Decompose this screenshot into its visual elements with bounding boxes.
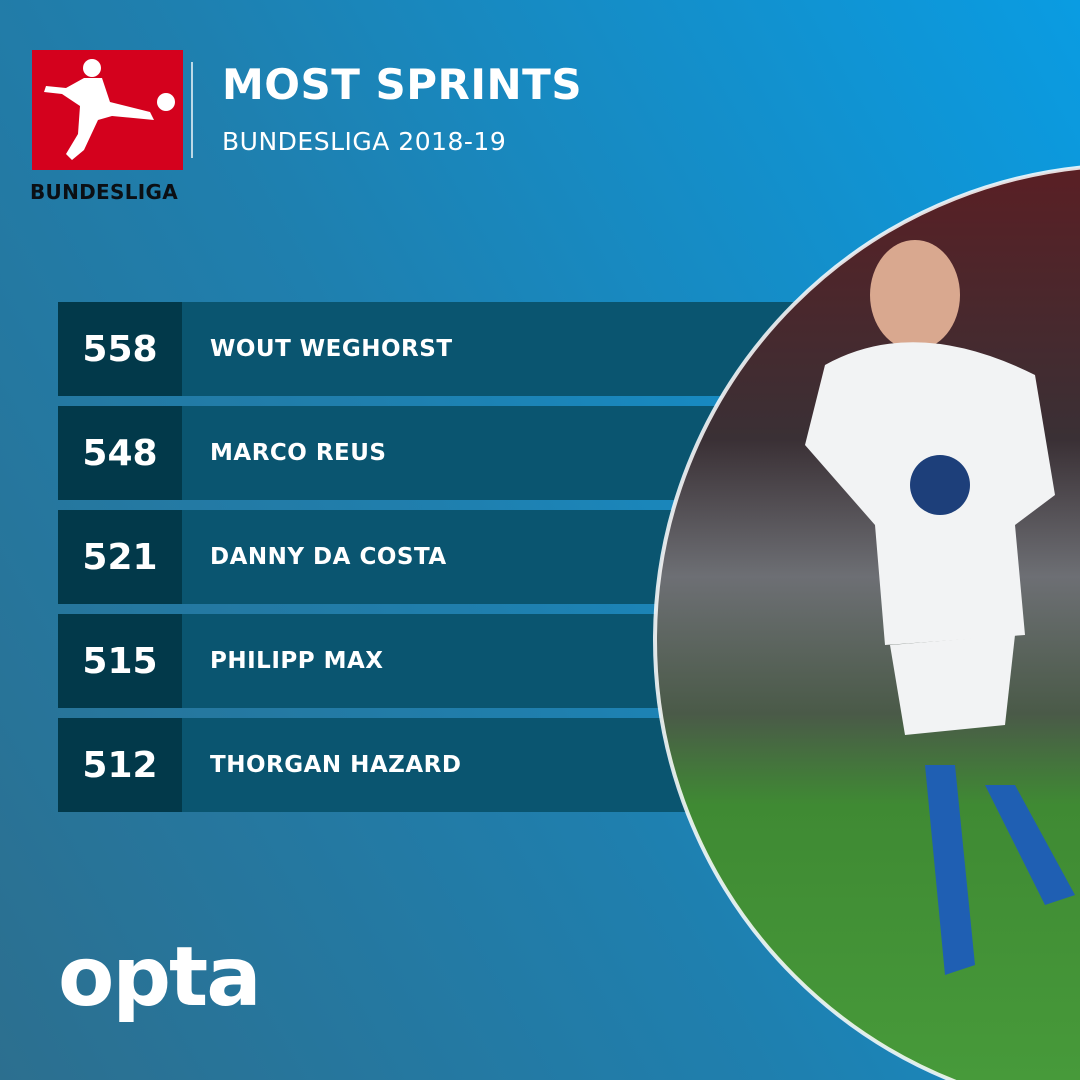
sprint-count: 558 <box>58 302 182 396</box>
sprint-count: 512 <box>58 718 182 812</box>
opta-logo: opta <box>58 930 262 1025</box>
table-row: 558 WOUT WEGHORST <box>58 302 818 396</box>
page-subtitle: BUNDESLIGA 2018-19 <box>222 127 507 156</box>
player-name: THORGAN HAZARD <box>210 752 462 778</box>
player-name: DANNY DA COSTA <box>210 544 447 570</box>
player-silhouette-icon <box>44 59 175 160</box>
divider <box>191 62 193 158</box>
sprint-count: 515 <box>58 614 182 708</box>
player-name: MARCO REUS <box>210 440 387 466</box>
sprint-count: 521 <box>58 510 182 604</box>
sprint-count: 548 <box>58 406 182 500</box>
player-figure <box>655 165 1080 1080</box>
page-title: MOST SPRINTS <box>222 60 583 109</box>
photo-border <box>653 165 1080 1080</box>
player-name: WOUT WEGHORST <box>210 336 453 362</box>
player-name: PHILIPP MAX <box>210 648 384 674</box>
bundesliga-wordmark: BUNDESLIGA <box>30 180 178 204</box>
bundesliga-logo <box>32 50 183 170</box>
